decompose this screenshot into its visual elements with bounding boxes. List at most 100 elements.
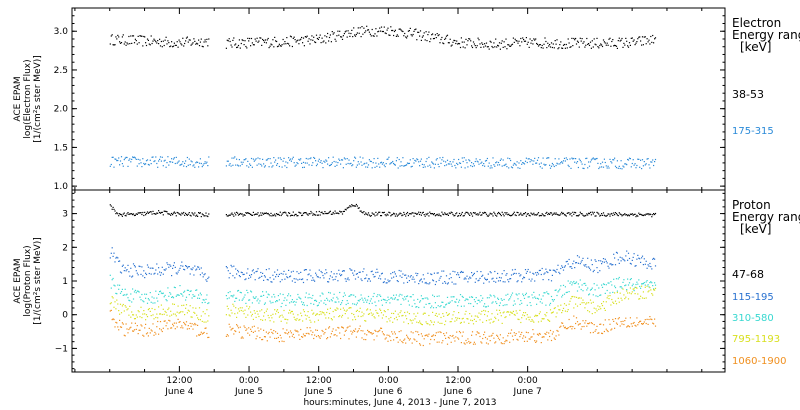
legend-title-line: [keV] (740, 222, 771, 236)
data-point (380, 215, 382, 217)
data-point (357, 315, 359, 317)
data-point (485, 159, 488, 162)
data-point (387, 27, 389, 29)
data-point (185, 214, 188, 216)
data-point (586, 213, 588, 215)
data-point (428, 283, 430, 285)
data-point (588, 44, 591, 46)
data-point (642, 291, 644, 293)
data-point (296, 162, 298, 164)
data-point (190, 325, 192, 327)
data-point (645, 213, 647, 215)
data-point (367, 295, 370, 298)
data-point (127, 332, 129, 334)
data-point (391, 214, 393, 216)
data-point (132, 156, 135, 159)
data-point (417, 159, 419, 161)
data-point (200, 38, 202, 40)
data-point (422, 211, 424, 213)
data-point (455, 213, 457, 215)
data-point (277, 336, 279, 339)
data-point (302, 37, 305, 39)
data-point (380, 162, 382, 164)
data-point (552, 164, 554, 166)
data-point (469, 313, 471, 315)
data-point (129, 300, 131, 302)
data-point (269, 300, 271, 302)
data-point (345, 163, 347, 165)
data-point (333, 316, 335, 318)
data-point (313, 337, 315, 340)
data-point (235, 297, 237, 299)
data-point (269, 336, 271, 338)
data-point (654, 161, 656, 163)
data-point (379, 294, 381, 296)
data-point (413, 313, 415, 315)
data-point (541, 167, 543, 169)
data-point (180, 293, 182, 295)
data-point (113, 306, 115, 308)
data-point (328, 312, 331, 315)
data-point (429, 324, 431, 326)
data-point (641, 159, 644, 161)
data-point (408, 162, 410, 164)
data-point (286, 214, 288, 216)
data-point (536, 333, 539, 335)
data-point (435, 214, 437, 216)
data-point (536, 162, 538, 164)
data-point (628, 215, 631, 217)
data-point (266, 308, 268, 310)
data-point (372, 332, 374, 334)
data-point (484, 212, 487, 214)
y-axis-label-line: ACE EPAM (13, 76, 23, 121)
data-point (468, 278, 470, 280)
data-point (202, 164, 204, 166)
data-point (624, 44, 626, 46)
data-point (176, 211, 178, 214)
data-point (406, 277, 408, 279)
data-point (285, 318, 287, 320)
data-point (367, 164, 370, 166)
data-point (477, 280, 479, 282)
data-point (172, 158, 175, 160)
data-point (146, 159, 149, 161)
data-point (653, 42, 655, 44)
data-point (420, 278, 422, 280)
data-point (465, 310, 467, 312)
data-point (326, 272, 328, 274)
data-point (648, 39, 650, 41)
data-point (549, 212, 552, 214)
data-point (490, 41, 492, 43)
data-point (171, 296, 173, 298)
data-point (152, 302, 154, 304)
data-point (169, 46, 171, 48)
data-point (311, 297, 313, 299)
data-point (190, 316, 192, 318)
y-tick-label: 1.5 (54, 143, 68, 153)
data-point (533, 160, 535, 162)
data-point (230, 44, 232, 46)
data-point (423, 306, 425, 308)
data-point (578, 46, 580, 48)
data-point (455, 42, 457, 45)
data-point (165, 36, 167, 38)
data-point (144, 313, 146, 315)
data-point (164, 310, 166, 312)
data-point (497, 298, 500, 300)
data-point (647, 213, 649, 215)
data-point (174, 266, 176, 268)
data-point (289, 330, 292, 332)
data-point (150, 273, 152, 275)
data-point (126, 293, 128, 295)
data-point (114, 301, 116, 303)
data-point (245, 278, 247, 280)
data-point (609, 158, 611, 160)
data-point (494, 296, 496, 298)
data-point (545, 40, 547, 43)
data-point (167, 263, 169, 266)
data-point (330, 299, 332, 301)
data-point (434, 163, 436, 165)
data-point (341, 326, 344, 328)
data-point (132, 263, 135, 265)
